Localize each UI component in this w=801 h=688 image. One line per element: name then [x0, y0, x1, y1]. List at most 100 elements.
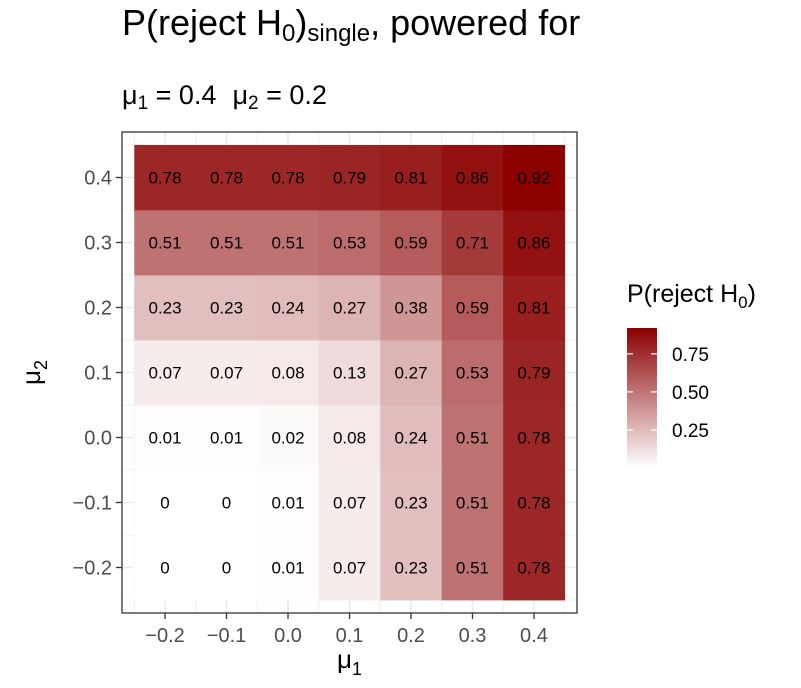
heatmap-cell [134, 340, 197, 406]
subtitle-mu1-sub: 1 [137, 93, 149, 114]
cell-value-label: 0.23 [394, 559, 427, 578]
cell-value-label: 0.79 [517, 364, 550, 383]
x-tick-label: 0.3 [459, 625, 487, 647]
cell-value-label: 0.07 [333, 494, 366, 513]
x-tick-label: −0.2 [145, 625, 184, 647]
cell-value-label: 0.02 [271, 429, 304, 448]
heatmap-cell [318, 145, 381, 211]
heatmap-cell [503, 470, 566, 536]
x-tick-label: 0.0 [274, 625, 302, 647]
heatmap-cell [441, 535, 504, 601]
heatmap-cells [134, 145, 566, 601]
chart-subtitle: μ1 = 0.4 μ2 = 0.2 [122, 80, 327, 115]
cell-value-label: 0.86 [517, 234, 550, 253]
heatmap-cell [380, 470, 443, 536]
heatmap-cell [441, 340, 504, 406]
legend-title: P(reject H0) [627, 280, 756, 312]
x-axis-title: μ1 [337, 644, 362, 679]
cell-value-label: 0.07 [210, 364, 243, 383]
subtitle-mu1-base: μ [122, 80, 138, 110]
y-tick-label: 0.3 [84, 233, 112, 255]
cell-value-label: 0.27 [333, 299, 366, 318]
cell-value-label: 0.01 [271, 494, 304, 513]
heatmap-cell [195, 210, 258, 276]
color-legend: P(reject H0) 0.25 0.50 0.75 [627, 280, 756, 468]
heatmap-cell [503, 210, 566, 276]
heatmap-cell [195, 340, 258, 406]
cell-value-label: 0.78 [271, 169, 304, 188]
x-tick-label: 0.1 [336, 625, 364, 647]
legend-break-label: 0.75 [672, 345, 709, 366]
y-tick-label: −0.2 [73, 558, 112, 580]
cell-value-label: 0.78 [148, 169, 181, 188]
cell-labels: 0 0 0.01 0.07 0.23 0.51 0.78 0 0 0.01 0.07 0.23 0.51… [148, 169, 550, 578]
heatmap-cell [318, 210, 381, 276]
subtitle-mu2-base: μ [232, 80, 249, 110]
y-tick-label: 0.1 [84, 363, 112, 385]
heatmap-cell [257, 405, 320, 471]
heatmap-cell [318, 470, 381, 536]
cell-value-label: 0.78 [517, 429, 550, 448]
heatmap-cell [380, 405, 443, 471]
cell-value-label: 0.01 [210, 429, 243, 448]
cell-value-label: 0.81 [394, 169, 427, 188]
legend-break-label: 0.25 [672, 421, 709, 442]
heatmap-cell [195, 145, 258, 211]
heatmap-cell [441, 405, 504, 471]
cell-value-label: 0.51 [456, 559, 489, 578]
heatmap-cell [441, 275, 504, 341]
heatmap-cell [441, 145, 504, 211]
y-tick-label: 0.2 [84, 298, 112, 320]
heatmap-cell [257, 535, 320, 601]
heatmap-cell [195, 470, 258, 536]
cell-value-label: 0.71 [456, 234, 489, 253]
subtitle-mu1-eq: = 0.4 [148, 80, 217, 110]
heatmap-cell [134, 535, 197, 601]
title-sub2: single [307, 20, 371, 47]
y-axis-title-base: μ [16, 370, 46, 385]
heatmap-cell [134, 210, 197, 276]
heatmap-cell [134, 470, 197, 536]
cell-value-label: 0.08 [333, 429, 366, 448]
cell-value-label: 0.07 [148, 364, 181, 383]
x-axis-title-base: μ [337, 644, 352, 674]
y-axis: −0.2 −0.1 0.0 0.1 0.2 0.3 0.4 [73, 168, 122, 580]
cell-value-label: 0.81 [517, 299, 550, 318]
cell-value-label: 0.01 [148, 429, 181, 448]
title-mid: ) [295, 2, 308, 43]
cell-value-label: 0.51 [456, 494, 489, 513]
cell-value-label: 0.01 [271, 559, 304, 578]
heatmap-cell [257, 275, 320, 341]
y-tick-label: −0.1 [73, 493, 112, 515]
x-tick-label: −0.1 [207, 625, 246, 647]
cell-value-label: 0 [160, 559, 169, 578]
cell-value-label: 0.78 [210, 169, 243, 188]
cell-value-label: 0.53 [456, 364, 489, 383]
cell-value-label: 0.51 [456, 429, 489, 448]
cell-value-label: 0.51 [148, 234, 181, 253]
x-axis-title-sub: 1 [352, 659, 362, 679]
heatmap-cell [441, 210, 504, 276]
heatmap-cell [134, 405, 197, 471]
legend-title-suffix: ) [748, 280, 756, 308]
subtitle-mu2-sub: 2 [248, 93, 259, 114]
heatmap-cell [503, 275, 566, 341]
heatmap-cell [380, 145, 443, 211]
cell-value-label: 0.07 [333, 559, 366, 578]
heatmap-cell [441, 470, 504, 536]
legend-break-label: 0.50 [672, 383, 709, 404]
heatmap-cell [503, 145, 566, 211]
y-axis-title: μ2 [16, 360, 51, 385]
heatmap-cell [257, 340, 320, 406]
heatmap-cell [503, 340, 566, 406]
heatmap-cell [318, 275, 381, 341]
cell-value-label: 0.24 [271, 299, 304, 318]
heatmap-cell [134, 275, 197, 341]
x-tick-label: 0.2 [397, 625, 425, 647]
heatmap-cell [380, 210, 443, 276]
cell-value-label: 0 [222, 494, 231, 513]
x-tick-label: 0.4 [520, 625, 548, 647]
cell-value-label: 0 [222, 559, 231, 578]
heatmap-cell [380, 275, 443, 341]
heatmap-cell [380, 340, 443, 406]
